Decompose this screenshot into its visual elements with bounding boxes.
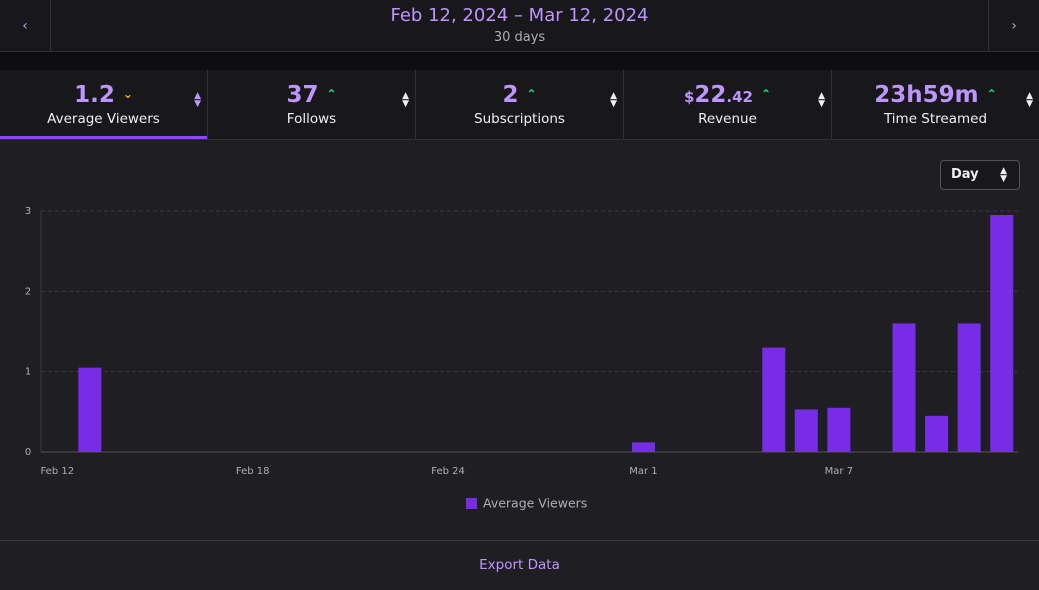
stat-label: Subscriptions [474, 111, 565, 127]
divider [0, 52, 1039, 70]
sort-icon[interactable]: ▲ ▼ [818, 91, 825, 109]
value-text: 22 [694, 82, 727, 108]
stat-card[interactable]: $22.42 ⌃ Revenue ▲ ▼ [624, 70, 832, 139]
date-bar: ‹ Feb 12, 2024 – Mar 12, 2024 30 days › [0, 0, 1039, 52]
stat-label: Time Streamed [883, 111, 988, 127]
x-tick-label: Mar 7 [825, 466, 853, 477]
x-tick-label: Feb 24 [431, 466, 465, 477]
stat-card[interactable]: 1.2 ⌄ Average Viewers ▲ ▼ [0, 70, 208, 139]
stat-label: Revenue [698, 111, 757, 127]
date-range: Feb 12, 2024 – Mar 12, 2024 [390, 5, 649, 26]
legend-swatch [466, 498, 477, 509]
export-button[interactable]: Export Data [479, 557, 560, 573]
duration: 30 days [493, 30, 546, 45]
sort-icon[interactable]: ▲ ▼ [194, 91, 201, 109]
stats-row: 1.2 ⌄ Average Viewers ▲ ▼ 37 ⌃ Follows ▲ ▼ 2… [0, 70, 1039, 140]
bar [892, 323, 916, 452]
stat-label: Follows [286, 111, 337, 127]
stat-card[interactable]: 2 ⌃ Subscriptions ▲ ▼ [416, 70, 624, 139]
stat-value: 2 ⌃ [416, 82, 623, 108]
legend-label: Average Viewers [483, 496, 587, 511]
value-text: 23h59m [874, 82, 979, 108]
bar [794, 409, 818, 452]
prev-button[interactable]: ‹ [0, 0, 51, 51]
bar [957, 323, 981, 452]
currency: $ [683, 88, 695, 106]
value-text: 1.2 [74, 82, 115, 108]
bar [827, 407, 851, 452]
bar [990, 215, 1014, 452]
y-tick-label: 2 [25, 286, 31, 297]
trend-icon: ⌃ [986, 87, 997, 101]
footer: Export Data [0, 540, 1039, 590]
stat-value: 1.2 ⌄ [0, 82, 207, 108]
stat-label: Average Viewers [47, 111, 160, 127]
interval-text: Day [951, 167, 979, 182]
value-text: 37 [286, 82, 319, 108]
next-button[interactable]: › [988, 0, 1039, 51]
x-tick-label: Feb 12 [40, 466, 74, 477]
cents: .42 [726, 88, 753, 106]
trend-icon: ⌃ [526, 87, 537, 101]
stat-value: 37 ⌃ [208, 82, 415, 108]
bar [78, 367, 102, 452]
bar [762, 347, 786, 452]
stat-card[interactable]: 23h59m ⌃ Time Streamed ▲ ▼ [832, 70, 1039, 139]
select-icon: ▲ ▼ [1000, 166, 1007, 184]
trend-icon: ⌃ [760, 87, 772, 101]
interval-select[interactable]: Day ▲ ▼ [940, 160, 1020, 190]
chart: 0 1 2 3 Feb 12 Feb 18 Feb 24 Mar 1 Mar 7 Average … [25, 206, 1018, 511]
x-tick-label: Mar 1 [629, 466, 657, 477]
sort-icon[interactable]: ▲ ▼ [1026, 91, 1033, 109]
stat-value: $22.42 ⌃ [624, 82, 831, 108]
bar [631, 442, 655, 452]
trend-icon: ⌃ [326, 87, 337, 101]
y-tick-label: 1 [25, 367, 31, 378]
stat-card[interactable]: 37 ⌃ Follows ▲ ▼ [208, 70, 416, 139]
x-tick-label: Feb 18 [236, 466, 270, 477]
bar [925, 415, 949, 452]
sort-icon[interactable]: ▲ ▼ [402, 91, 409, 109]
stat-value: 23h59m ⌃ [832, 82, 1039, 108]
trend-icon: ⌄ [122, 87, 133, 101]
y-tick-label: 0 [25, 447, 31, 458]
y-tick-label: 3 [25, 206, 31, 217]
sort-icon[interactable]: ▲ ▼ [610, 91, 617, 109]
value-text: 2 [502, 82, 519, 108]
